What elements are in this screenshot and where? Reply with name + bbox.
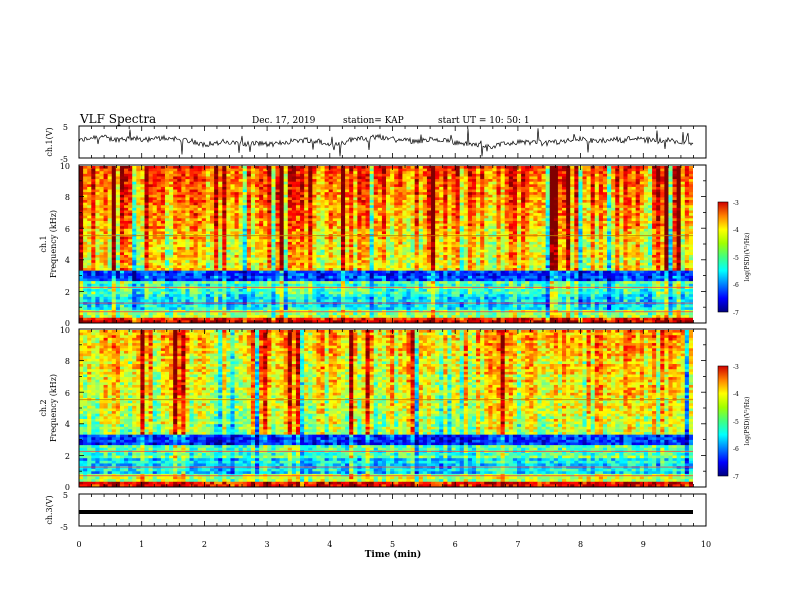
ch2-spectrogram-panel: ch.2 Frequency (kHz) 0 2 4 6 8 10 [39, 326, 707, 492]
ch2-cbar-tick-3: -3 [733, 364, 739, 371]
ch2-ytick-2: 2 [65, 452, 70, 461]
ch1-colorbar-gradient [717, 201, 729, 313]
ch2-ytick-4: 4 [65, 420, 70, 429]
ch1-ytick-8: 8 [65, 193, 70, 202]
x-tick-label: 7 [515, 540, 520, 549]
ch1-ytick-4: 4 [65, 256, 70, 265]
x-tick-label: 5 [390, 540, 395, 549]
ch3-waveform-panel: 5 -5 ch.3(V) [45, 491, 707, 532]
ch1-cbar-tick-6: -6 [733, 282, 739, 289]
ch3-waveform-ylabel: ch.3(V) [45, 495, 54, 524]
ch1-cbar-tick-7: -7 [733, 310, 739, 317]
ch1-colorbar: -3 -4 -5 -6 -7 log(PSD)(V²/Hz) [717, 200, 751, 317]
ch2-ytick-0: 0 [65, 483, 70, 492]
ch2-frequency-ylabel: Frequency (kHz) [49, 374, 58, 442]
x-tick-label: 9 [641, 540, 646, 549]
ch1-colorbar-label: log(PSD)(V²/Hz) [744, 233, 751, 282]
axis-ticks [78, 126, 707, 526]
ch1-frequency-ylabel: Frequency (kHz) [49, 210, 58, 278]
x-tick-labels: 0 1 2 3 4 5 6 7 8 9 10 [76, 540, 711, 549]
ch1-channel-label: ch.1 [39, 235, 48, 252]
ch2-ytick-8: 8 [65, 357, 70, 366]
ch1-ytick-6: 6 [65, 225, 70, 234]
figure-title: VLF Spectra [79, 112, 156, 126]
figure-date: Dec. 17, 2019 [252, 116, 316, 126]
ch2-cbar-tick-6: -6 [733, 446, 739, 453]
ch1-waveform-panel: 5 -5 ch.1(V) [45, 123, 707, 164]
x-tick-label: 1 [139, 540, 144, 549]
ch1-waveform-line [78, 128, 694, 157]
ch2-channel-label: ch.2 [39, 399, 48, 416]
ch1-ytick-top: 5 [63, 123, 68, 132]
x-tick-label: 3 [265, 540, 270, 549]
ch2-colorbar-gradient [717, 365, 729, 477]
x-tick-label: 0 [76, 540, 81, 549]
ch2-colorbar-label: log(PSD)(V²/Hz) [744, 397, 751, 446]
x-tick-label: 2 [202, 540, 207, 549]
ch1-ytick-bottom: -5 [60, 155, 68, 164]
ch1-spectrogram-image [79, 166, 706, 324]
ch3-ytick-bottom: -5 [60, 523, 68, 532]
ch1-ytick-10: 10 [60, 162, 70, 171]
x-tick-label: 8 [578, 540, 583, 549]
ch2-colorbar: -3 -4 -5 -6 -7 log(PSD)(V²/Hz) [717, 364, 751, 481]
x-tick-label: 6 [453, 540, 458, 549]
ch1-cbar-tick-5: -5 [733, 255, 739, 262]
figure-start-time: start UT = 10: 50: 1 [438, 116, 530, 126]
ch2-cbar-tick-7: -7 [733, 474, 739, 481]
ch1-ytick-0: 0 [65, 319, 70, 328]
x-tick-label: 10 [701, 540, 711, 549]
ch2-spectrogram-image [79, 330, 706, 488]
ch2-cbar-tick-4: -4 [733, 391, 739, 398]
ch3-ytick-top: 5 [63, 491, 68, 500]
ch2-ytick-10: 10 [60, 326, 70, 335]
ch1-cbar-tick-3: -3 [733, 200, 739, 207]
ch1-spectrogram-panel: ch.1 Frequency (kHz) 0 2 4 6 8 10 [39, 162, 707, 328]
ch1-ytick-2: 2 [65, 288, 70, 297]
x-tick-label: 4 [327, 540, 332, 549]
ch1-waveform-ylabel: ch.1(V) [45, 127, 54, 156]
x-axis-label: Time (min) [365, 549, 422, 560]
ch3-waveform-line [79, 510, 693, 514]
ch2-cbar-tick-5: -5 [733, 419, 739, 426]
ch1-cbar-tick-4: -4 [733, 227, 739, 234]
figure-station: station= KAP [343, 116, 404, 126]
ch2-ytick-6: 6 [65, 389, 70, 398]
